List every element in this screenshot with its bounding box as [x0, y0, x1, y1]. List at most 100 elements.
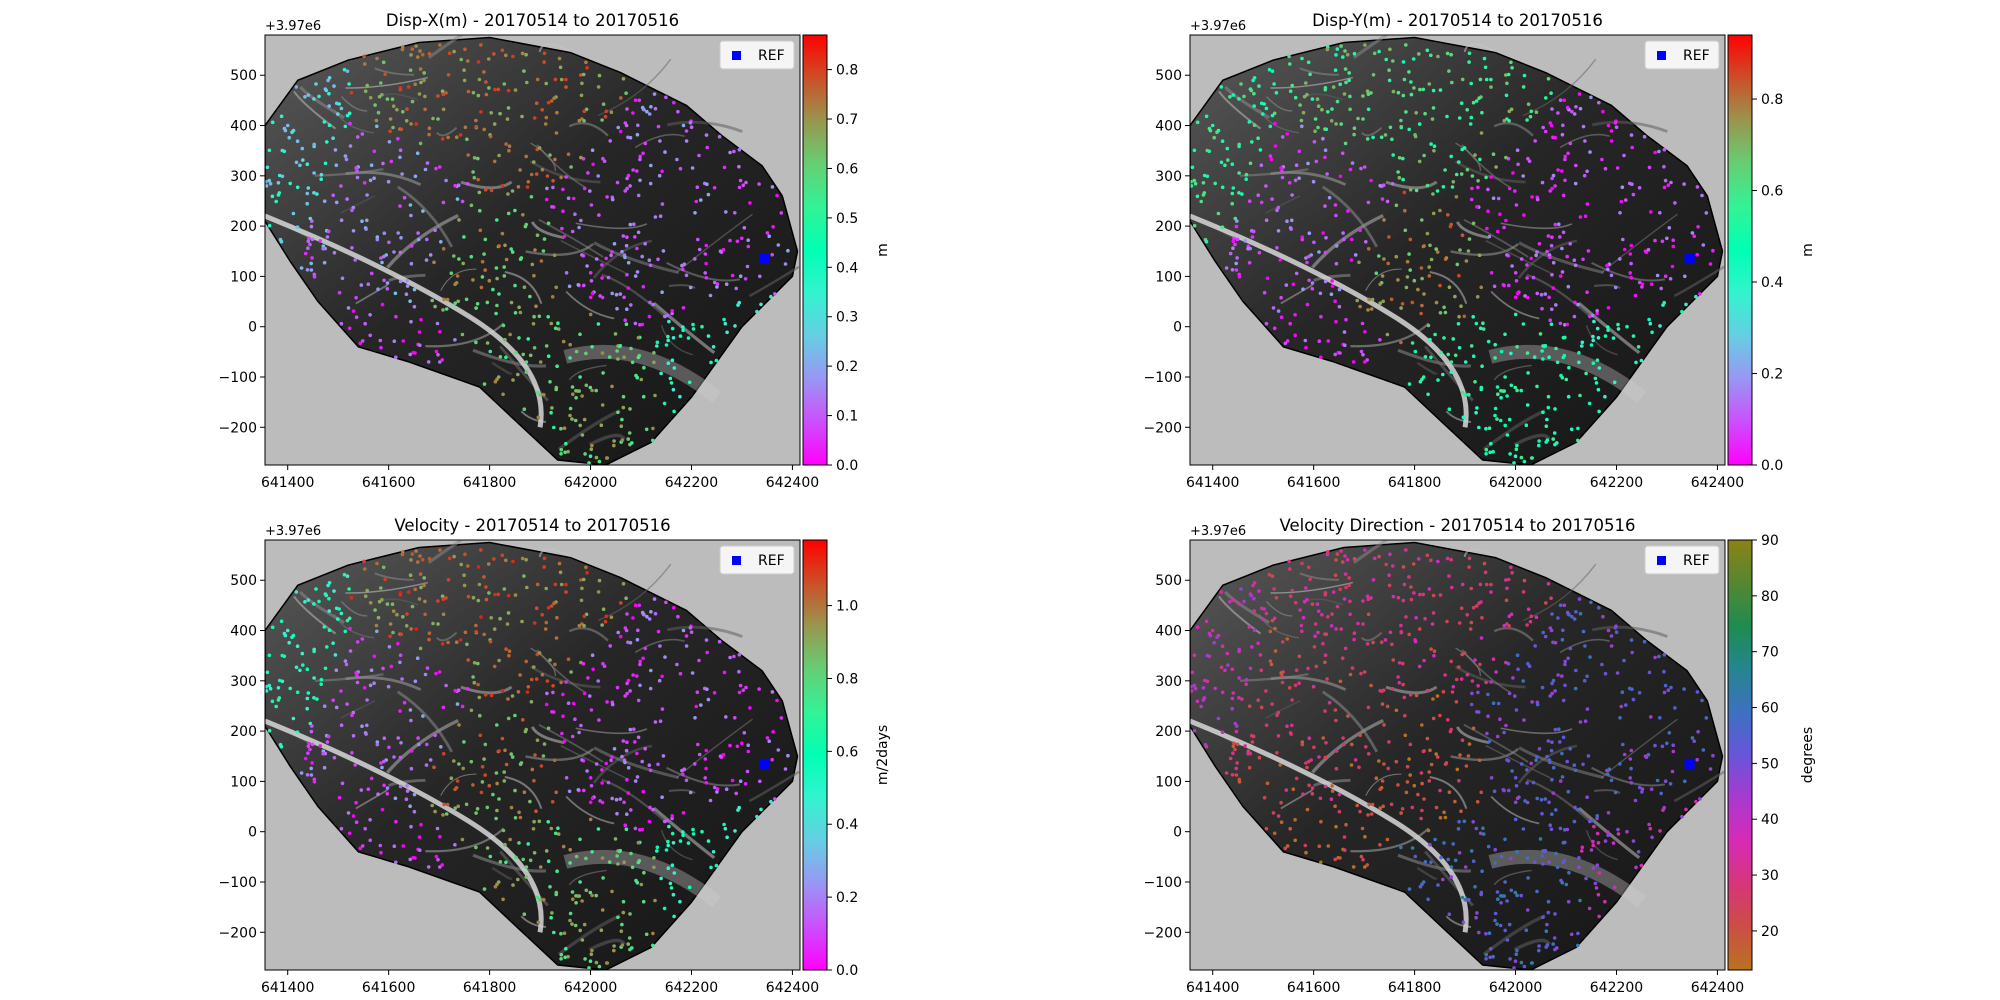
- data-point: [339, 321, 344, 326]
- data-point: [513, 816, 518, 820]
- data-point: [1426, 323, 1431, 328]
- data-point: [660, 169, 664, 174]
- data-point: [331, 698, 336, 702]
- data-point: [478, 733, 483, 738]
- data-point: [755, 309, 759, 314]
- data-point: [428, 758, 433, 762]
- data-point: [540, 108, 544, 112]
- data-point: [418, 646, 423, 651]
- x-tick-label: 641600: [362, 980, 415, 996]
- terrain-ridge: [1577, 302, 1641, 355]
- data-point: [1504, 93, 1509, 98]
- data-point: [621, 910, 626, 915]
- data-point: [405, 284, 410, 288]
- data-point: [1533, 644, 1537, 648]
- data-point: [324, 593, 329, 598]
- data-point: [1429, 53, 1433, 58]
- data-point: [1413, 349, 1418, 354]
- data-point: [379, 345, 383, 350]
- data-point: [1390, 182, 1395, 186]
- data-point: [545, 186, 549, 191]
- data-point: [1423, 616, 1427, 621]
- terrain-hillshade: [265, 36, 799, 465]
- data-point: [310, 761, 314, 765]
- data-point: [1262, 102, 1266, 106]
- data-point: [1305, 260, 1309, 265]
- data-point: [457, 218, 461, 222]
- data-point: [477, 582, 482, 587]
- data-point: [730, 778, 735, 783]
- y-tick-label: 300: [1155, 169, 1182, 185]
- data-point: [1460, 738, 1465, 742]
- colorbar-tick-label: 80: [1761, 589, 1779, 605]
- data-point: [381, 565, 386, 570]
- data-point: [669, 886, 674, 890]
- data-point: [1404, 43, 1408, 47]
- data-point: [382, 278, 386, 283]
- data-point: [559, 582, 564, 587]
- data-point: [1486, 844, 1491, 849]
- data-point: [477, 695, 482, 700]
- data-point: [1576, 302, 1580, 307]
- data-point: [600, 403, 605, 407]
- data-point: [1425, 553, 1430, 558]
- data-point: [495, 723, 499, 727]
- data-point: [601, 102, 606, 106]
- data-point: [626, 678, 631, 683]
- data-point: [409, 244, 414, 248]
- data-point: [1396, 278, 1400, 282]
- data-point: [288, 181, 293, 186]
- terrain-ridge: [568, 364, 607, 381]
- data-point: [440, 137, 445, 141]
- data-point: [395, 107, 399, 112]
- data-point: [479, 110, 483, 114]
- data-point: [633, 603, 638, 607]
- data-point: [1300, 742, 1305, 747]
- data-point: [1372, 51, 1377, 56]
- data-point: [1561, 355, 1566, 360]
- data-point: [306, 744, 311, 749]
- data-point: [1378, 787, 1382, 792]
- data-point: [1473, 658, 1477, 662]
- data-point: [1470, 691, 1474, 696]
- data-point: [1589, 600, 1593, 605]
- data-point: [631, 616, 635, 620]
- data-point: [1220, 690, 1225, 695]
- data-point: [1270, 69, 1275, 73]
- data-point: [351, 229, 356, 233]
- data-point: [1366, 705, 1371, 710]
- data-point: [1558, 274, 1563, 278]
- data-point: [340, 276, 345, 281]
- data-point: [589, 203, 594, 207]
- data-point: [303, 756, 308, 761]
- data-point: [1633, 798, 1638, 803]
- data-point: [1407, 382, 1412, 386]
- data-point: [1204, 744, 1209, 749]
- data-point: [1558, 826, 1563, 831]
- data-point: [409, 122, 413, 126]
- data-point: [1341, 231, 1345, 235]
- data-point: [483, 692, 488, 697]
- data-point: [288, 686, 293, 691]
- data-point: [1618, 211, 1622, 215]
- data-point: [612, 443, 616, 448]
- data-point: [1331, 590, 1336, 594]
- data-point: [549, 915, 553, 920]
- data-point: [1233, 747, 1237, 752]
- data-point: [270, 625, 275, 630]
- data-point: [1443, 815, 1448, 820]
- data-point: [472, 661, 477, 665]
- data-point: [612, 944, 616, 948]
- data-point: [699, 198, 703, 202]
- data-point: [1371, 578, 1376, 582]
- data-point: [647, 617, 652, 621]
- data-point: [549, 321, 554, 326]
- data-point: [1476, 684, 1480, 688]
- data-point: [497, 153, 501, 158]
- data-point: [648, 805, 652, 810]
- data-point: [1491, 449, 1495, 454]
- data-point: [505, 622, 510, 626]
- data-point: [385, 287, 390, 291]
- data-point: [376, 615, 381, 620]
- data-point: [427, 556, 432, 561]
